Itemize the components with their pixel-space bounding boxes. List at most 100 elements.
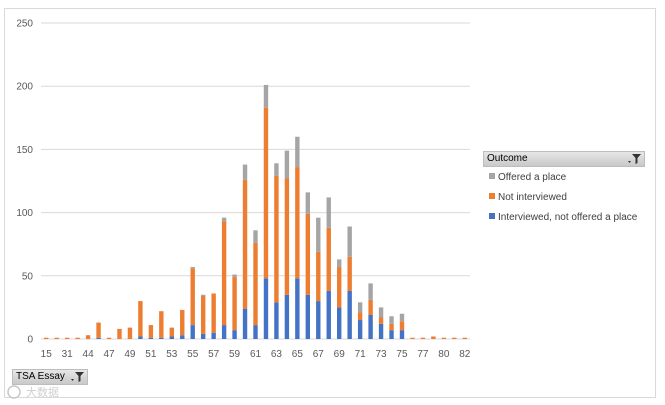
filter-dropdown-icon[interactable] <box>69 371 85 383</box>
bar-segment <box>410 337 415 339</box>
bar-segment <box>200 294 206 297</box>
x-tick-label: 63 <box>271 349 283 360</box>
x-tick-label: 57 <box>208 349 220 360</box>
y-axis-labels: 0 50 100 150 200 250 <box>16 19 33 346</box>
x-tick-label: 73 <box>375 349 387 360</box>
bar-segment <box>221 325 227 339</box>
x-tick-label: 55 <box>187 349 199 360</box>
x-tick-label: 80 <box>438 349 450 360</box>
y-tick-label: 0 <box>27 335 33 346</box>
bar-segment <box>169 327 174 337</box>
legend-title: Outcome <box>487 153 528 164</box>
bar-segment <box>284 150 290 179</box>
bar-segment <box>232 277 237 331</box>
x-tick-label: 47 <box>103 349 115 360</box>
bar-segment <box>138 336 143 339</box>
bar-segment <box>242 164 248 180</box>
gridlines <box>41 22 470 340</box>
bar-segment <box>159 311 164 338</box>
bar-segment <box>378 323 384 339</box>
bar-segment <box>64 337 70 339</box>
bar-segment <box>138 301 143 337</box>
bar-segment <box>263 278 269 339</box>
bar-segment <box>253 325 258 339</box>
bar-segment <box>159 337 164 339</box>
bar-segment <box>242 179 248 309</box>
bar-segment <box>357 320 363 339</box>
x-axis-labels: 15 31 44 47 49 51 53 55 57 59 61 63 65 67 69 71 73 75 77 80… <box>41 349 471 360</box>
bar-segment <box>357 302 363 313</box>
bar-segment <box>263 107 269 279</box>
axis-field-button[interactable]: TSA Essay <box>12 369 88 385</box>
bar-segment <box>357 312 363 321</box>
bar-segment <box>368 283 373 300</box>
axis-field-label: TSA Essay <box>16 371 65 382</box>
bar-segment <box>75 337 80 339</box>
bar-segment <box>337 259 342 267</box>
bar-segment <box>295 136 300 168</box>
bar-segment <box>96 337 101 339</box>
x-tick-label: 67 <box>313 349 325 360</box>
watermark-logo: 大数据 <box>7 385 59 399</box>
bar-segment <box>347 256 352 291</box>
bar-segment <box>326 227 331 291</box>
bar-segment <box>399 330 405 339</box>
bar-segment <box>326 290 331 339</box>
bar-segment <box>274 175 279 303</box>
legend-swatch <box>489 213 495 219</box>
bar-segment <box>389 330 394 339</box>
bar-segment <box>295 167 300 279</box>
filter-dropdown-icon[interactable] <box>626 153 642 165</box>
x-tick-label: 44 <box>83 349 95 360</box>
bar-segment <box>117 328 122 339</box>
y-tick-label: 100 <box>16 208 33 219</box>
bar-segment <box>180 335 185 339</box>
x-tick-label: 31 <box>62 349 74 360</box>
bar-segment <box>190 325 195 339</box>
bar-segment <box>190 268 195 326</box>
legend-swatch <box>489 193 495 199</box>
watermark-text: 大数据 <box>26 385 59 399</box>
bar-segment <box>200 333 206 339</box>
bar-segment <box>200 296 206 334</box>
legend-field-button[interactable]: Outcome <box>483 151 645 167</box>
bar-segment <box>316 217 321 252</box>
bar-segment <box>221 217 227 222</box>
bar-segment <box>316 251 321 302</box>
bar-segment <box>347 290 352 339</box>
bar-segment <box>169 336 174 339</box>
bar-segment <box>211 332 216 339</box>
bar-segment <box>253 242 258 326</box>
bar-segment <box>284 178 290 295</box>
bar-segment <box>232 330 237 339</box>
x-tick-label: 65 <box>292 349 304 360</box>
bar-segment <box>274 163 279 176</box>
bar-segment <box>305 294 311 339</box>
bar-segment <box>368 314 373 339</box>
bar-segment <box>253 230 258 243</box>
bar-segment <box>284 294 290 339</box>
bar-segment <box>106 337 112 339</box>
bar-segment <box>305 213 311 295</box>
x-tick-label: 15 <box>41 349 53 360</box>
bar-segment <box>221 221 227 326</box>
y-tick-label: 200 <box>16 82 33 93</box>
bar-segment <box>337 266 342 308</box>
bar-segment <box>326 197 331 228</box>
y-tick-label: 150 <box>16 145 33 156</box>
chart-area[interactable] <box>4 8 656 398</box>
bar-segment <box>148 337 154 339</box>
bar-segment <box>389 323 394 331</box>
x-tick-label: 77 <box>417 349 429 360</box>
bar-segment <box>399 321 405 331</box>
bar-segment <box>180 309 185 336</box>
bar-segment <box>211 293 216 333</box>
x-tick-label: 49 <box>124 349 136 360</box>
y-tick-label: 50 <box>22 271 34 282</box>
bar-segment <box>441 337 447 339</box>
bar-segment <box>148 325 154 338</box>
bar-segment <box>232 274 237 278</box>
bar-segment <box>399 313 405 322</box>
bar-segment <box>190 266 195 269</box>
bar-segment <box>305 192 311 214</box>
